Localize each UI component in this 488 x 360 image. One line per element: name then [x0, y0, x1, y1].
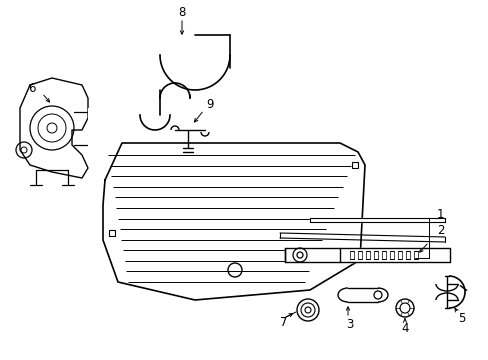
Text: 6: 6 — [28, 81, 36, 94]
Bar — [351, 162, 357, 168]
Text: 9: 9 — [206, 99, 213, 112]
Text: 2: 2 — [436, 224, 444, 237]
Text: 3: 3 — [346, 319, 353, 332]
Text: 5: 5 — [457, 311, 465, 324]
Text: 7: 7 — [280, 315, 287, 328]
Bar — [88, 108, 96, 120]
Text: 4: 4 — [401, 321, 408, 334]
Bar — [109, 230, 115, 236]
Text: 1: 1 — [436, 208, 444, 221]
Bar — [88, 140, 96, 150]
Text: 8: 8 — [178, 5, 185, 18]
